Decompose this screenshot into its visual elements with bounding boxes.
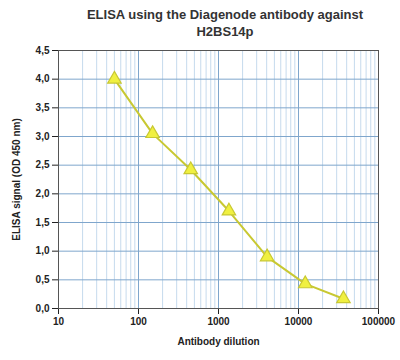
svg-text:Antibody dilution: Antibody dilution — [177, 336, 259, 347]
svg-text:10: 10 — [53, 316, 65, 327]
svg-text:4,0: 4,0 — [36, 73, 50, 84]
svg-text:3,5: 3,5 — [36, 102, 50, 113]
svg-text:3,0: 3,0 — [36, 131, 50, 142]
svg-text:2,5: 2,5 — [36, 159, 50, 170]
svg-text:0,0: 0,0 — [36, 303, 50, 314]
svg-text:1,5: 1,5 — [36, 217, 50, 228]
svg-text:4,5: 4,5 — [36, 45, 50, 56]
svg-text:100: 100 — [130, 316, 147, 327]
svg-text:100000: 100000 — [362, 316, 396, 327]
svg-text:10000: 10000 — [285, 316, 313, 327]
svg-text:0,5: 0,5 — [36, 274, 50, 285]
html-text:ELISA using the Diagenode anti: ELISA using the Diagenode antibody again… — [86, 7, 364, 39]
svg-text:2,0: 2,0 — [36, 188, 50, 199]
svg-text:1000: 1000 — [207, 316, 230, 327]
svg-text:ELISA signal (OD 450 nm): ELISA signal (OD 450 nm) — [11, 118, 22, 240]
svg-text:1,0: 1,0 — [36, 245, 50, 256]
